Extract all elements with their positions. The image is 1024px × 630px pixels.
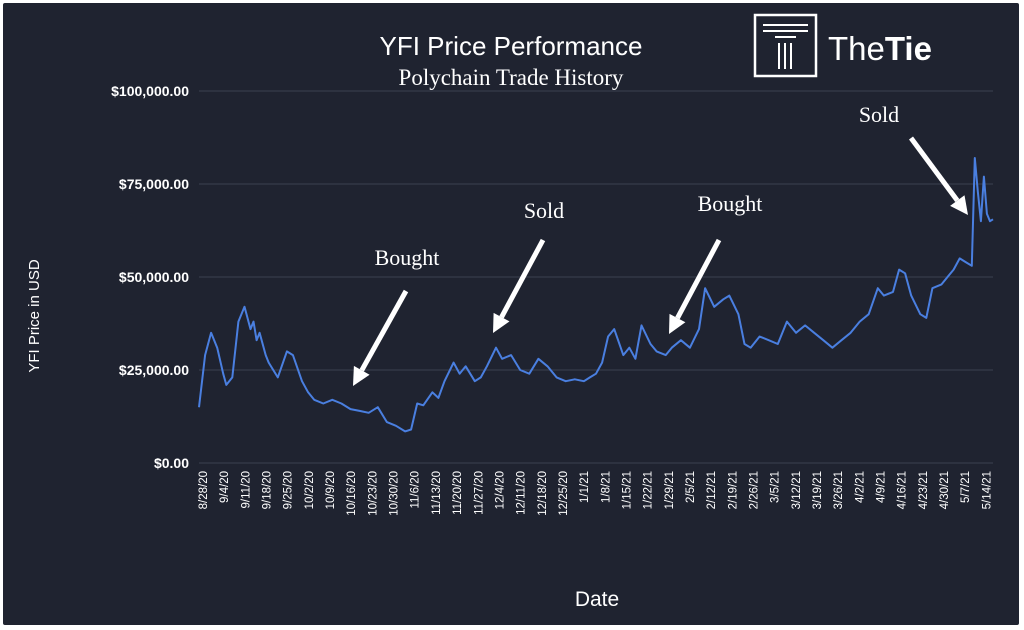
price-line <box>198 157 994 433</box>
annotation-arrow-shaft <box>908 136 960 203</box>
x-tick-label: 10/9/20 <box>325 471 337 509</box>
annotations: Bought Sold Bought Sold <box>353 102 968 386</box>
brand-logo: TheTie <box>753 13 932 78</box>
x-tick-label: 11/6/20 <box>410 471 422 509</box>
brand-name-suffix: Tie <box>885 30 932 67</box>
x-tick-label: 11/27/20 <box>473 471 485 515</box>
y-tick-label: $50,000.00 <box>119 269 189 285</box>
annotation-arrow-shaft <box>499 238 546 319</box>
chart-frame: TheTie YFI Price Performance Polychain T… <box>3 3 1019 625</box>
x-tick-label: 5/14/21 <box>981 471 993 509</box>
x-tick-label: 1/8/21 <box>600 471 612 503</box>
x-tick-label: 11/20/20 <box>452 471 464 515</box>
x-tick-label: 4/23/21 <box>918 471 930 509</box>
x-tick-label: 3/26/21 <box>833 471 845 509</box>
x-tick-label: 4/16/21 <box>897 471 909 509</box>
x-tick-label: 12/25/20 <box>558 471 570 516</box>
y-axis-ticks: $0.00 $25,000.00 $50,000.00 $75,000.00 $100,… <box>111 83 189 471</box>
x-tick-label: 4/2/21 <box>854 471 866 503</box>
svg-text:TheTie: TheTie <box>828 30 932 67</box>
x-tick-label: 5/7/21 <box>960 471 972 503</box>
x-tick-label: 10/2/20 <box>304 471 316 509</box>
x-tick-label: 10/30/20 <box>389 471 401 516</box>
annotation-arrow-shaft <box>675 238 722 320</box>
x-axis-label: Date <box>575 588 619 611</box>
x-tick-label: 12/18/20 <box>537 471 549 516</box>
x-tick-label: 1/1/21 <box>579 471 591 503</box>
x-tick-label: 4/9/21 <box>876 471 888 503</box>
x-tick-label: 9/11/20 <box>240 471 252 509</box>
annotation-label: Bought <box>698 191 763 216</box>
y-axis-label: YFI Price in USD <box>26 259 43 373</box>
x-tick-label: 10/23/20 <box>367 471 379 516</box>
chart-title: YFI Price Performance <box>380 31 643 61</box>
x-tick-label: 12/4/20 <box>494 471 506 509</box>
y-tick-label: $0.00 <box>154 455 189 471</box>
annotation-label: Sold <box>859 102 899 127</box>
x-tick-label: 2/26/21 <box>749 471 761 509</box>
x-tick-label: 12/11/20 <box>516 471 528 515</box>
x-tick-label: 2/5/21 <box>685 471 697 503</box>
annotation-label: Sold <box>524 198 564 223</box>
x-tick-label: 2/19/21 <box>727 471 739 509</box>
x-tick-label: 3/12/21 <box>791 471 803 509</box>
x-tick-label: 2/12/21 <box>706 471 718 509</box>
annotation-arrow-icon <box>950 195 968 215</box>
x-tick-label: 1/29/21 <box>664 471 676 509</box>
x-tick-label: 1/22/21 <box>643 471 655 509</box>
x-tick-label: 3/19/21 <box>812 471 824 509</box>
x-tick-label: 8/28/20 <box>198 471 210 509</box>
x-tick-label: 9/4/20 <box>219 471 231 503</box>
chart-subtitle: Polychain Trade History <box>399 65 624 90</box>
annotation-arrow-icon <box>493 312 510 333</box>
series-line-group <box>198 157 994 433</box>
y-tick-label: $75,000.00 <box>119 176 189 192</box>
x-tick-label: 10/16/20 <box>346 471 358 516</box>
y-tick-label: $25,000.00 <box>119 362 189 378</box>
x-tick-label: 4/30/21 <box>939 471 951 509</box>
annotation-arrow-icon <box>669 313 686 334</box>
x-tick-label: 1/15/21 <box>621 471 633 509</box>
grid-lines <box>199 90 993 464</box>
x-tick-label: 3/5/21 <box>770 471 782 503</box>
x-tick-label: 11/13/20 <box>431 471 443 515</box>
chart: TheTie YFI Price Performance Polychain T… <box>26 13 994 611</box>
annotation-label: Bought <box>375 245 440 270</box>
annotation-arrow-icon <box>353 365 370 386</box>
y-tick-label: $100,000.00 <box>111 83 189 99</box>
x-tick-label: 9/25/20 <box>283 471 295 509</box>
annotation-arrow-shaft <box>359 289 409 372</box>
brand-name-prefix: The <box>828 30 885 67</box>
x-tick-label: 9/18/20 <box>262 471 274 509</box>
x-axis-ticks: 8/28/20 9/4/20 9/11/20 9/18/20 9/25/20 10/2/2… <box>198 471 993 516</box>
logo-box-icon <box>753 13 818 78</box>
